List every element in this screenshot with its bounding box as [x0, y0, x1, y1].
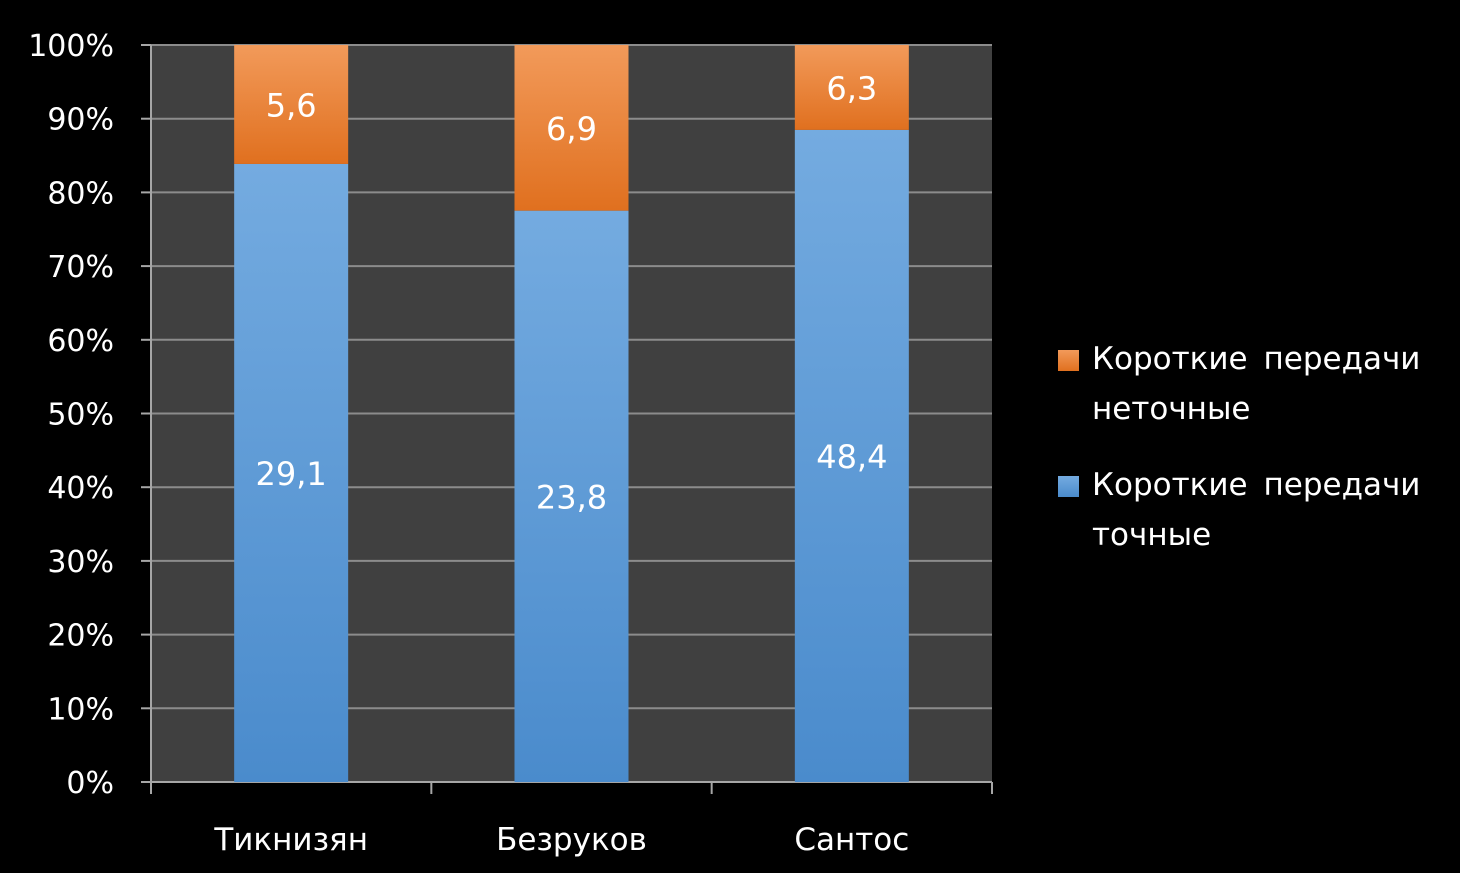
data-label: 6,9 — [546, 110, 597, 148]
legend-label: Короткие передачи неточные — [1092, 341, 1420, 427]
data-label: 29,1 — [256, 455, 327, 493]
y-tick-label: 70% — [47, 250, 114, 285]
x-tick-label: Тикнизян — [213, 822, 368, 858]
data-label: 48,4 — [816, 438, 887, 476]
legend-label-line: Короткие передачи — [1092, 341, 1420, 377]
legend-swatch — [1058, 476, 1079, 497]
legend-label-line: неточные — [1092, 391, 1251, 427]
x-axis-tick-labels: Тикнизян Безруков Сантос — [213, 822, 909, 858]
y-tick-label: 80% — [47, 176, 114, 211]
y-tick-label: 90% — [47, 103, 114, 138]
y-tick-label: 40% — [47, 471, 114, 506]
legend-label: Короткие передачи точные — [1092, 467, 1420, 553]
bar-segment — [514, 210, 629, 782]
legend-swatch — [1058, 350, 1079, 371]
bars — [234, 45, 909, 783]
data-label: 6,3 — [826, 69, 877, 107]
legend-label-line: точные — [1092, 517, 1211, 553]
y-tick-label: 50% — [47, 398, 114, 433]
x-tick-label: Сантос — [794, 822, 909, 858]
bar-segment — [514, 45, 629, 211]
y-tick-label: 10% — [47, 692, 114, 727]
data-label: 23,8 — [536, 478, 607, 516]
y-tick-label: 0% — [66, 766, 114, 801]
y-tick-label: 30% — [47, 545, 114, 580]
legend-label-line: Короткие передачи — [1092, 467, 1420, 503]
bar-segment — [794, 129, 909, 782]
data-label: 5,6 — [266, 86, 317, 124]
x-tick-label: Безруков — [496, 822, 647, 858]
bar-segment — [234, 45, 349, 164]
y-axis-tick-labels: 0% 10% 20% 30% 40% 50% 60% 70% 80% 90% 100% — [28, 29, 151, 801]
data-labels: 29,1 5,6 23,8 6,9 48,4 6,3 — [256, 69, 888, 516]
bar-segment — [234, 163, 349, 783]
bar-segment — [794, 45, 909, 130]
y-tick-label: 60% — [47, 324, 114, 359]
y-tick-label: 100% — [28, 29, 114, 64]
y-tick-label: 20% — [47, 619, 114, 654]
